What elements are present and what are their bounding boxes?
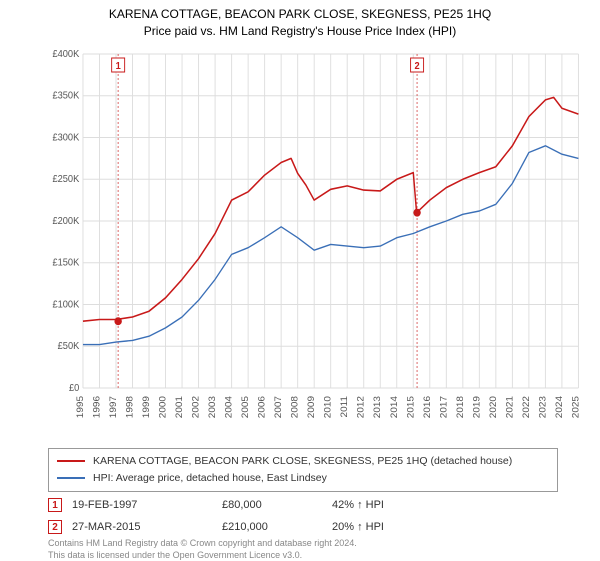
svg-text:2004: 2004 bbox=[224, 395, 235, 418]
svg-text:£50K: £50K bbox=[58, 341, 80, 352]
sale-marker-icon: 1 bbox=[48, 498, 62, 512]
svg-text:2002: 2002 bbox=[191, 396, 202, 418]
footer-line: This data is licensed under the Open Gov… bbox=[48, 550, 302, 560]
svg-text:2001: 2001 bbox=[174, 396, 185, 418]
svg-text:£300K: £300K bbox=[52, 132, 79, 143]
svg-text:2024: 2024 bbox=[554, 395, 565, 418]
legend-swatch bbox=[57, 477, 85, 479]
sale-price: £80,000 bbox=[222, 499, 322, 511]
svg-text:£250K: £250K bbox=[52, 174, 79, 185]
svg-text:2020: 2020 bbox=[488, 396, 499, 418]
sales-table: 1 19-FEB-1997 £80,000 42% ↑ HPI 2 27-MAR… bbox=[48, 494, 558, 538]
svg-text:1999: 1999 bbox=[141, 396, 152, 418]
svg-text:2009: 2009 bbox=[306, 396, 317, 418]
chart-title: KARENA COTTAGE, BEACON PARK CLOSE, SKEGN… bbox=[0, 0, 600, 23]
svg-text:2025: 2025 bbox=[571, 396, 582, 418]
footer-line: Contains HM Land Registry data © Crown c… bbox=[48, 538, 357, 548]
svg-text:2022: 2022 bbox=[521, 396, 532, 418]
svg-text:1997: 1997 bbox=[108, 396, 119, 418]
svg-text:2007: 2007 bbox=[273, 396, 284, 418]
svg-text:1998: 1998 bbox=[125, 396, 136, 418]
footer-attribution: Contains HM Land Registry data © Crown c… bbox=[48, 538, 558, 561]
svg-text:1996: 1996 bbox=[92, 396, 103, 418]
chart-svg: £0 £50K £100K £150K £200K £250K £300K £350K £400… bbox=[44, 48, 584, 422]
svg-text:1995: 1995 bbox=[75, 396, 86, 418]
legend-box: KARENA COTTAGE, BEACON PARK CLOSE, SKEGN… bbox=[48, 448, 558, 492]
chart-subtitle: Price paid vs. HM Land Registry's House … bbox=[0, 23, 600, 40]
svg-text:2016: 2016 bbox=[422, 396, 433, 418]
sale-relative-hpi: 42% ↑ HPI bbox=[332, 499, 452, 511]
svg-text:£100K: £100K bbox=[52, 299, 79, 310]
svg-text:2006: 2006 bbox=[257, 396, 268, 418]
svg-text:2010: 2010 bbox=[323, 396, 334, 418]
svg-text:£0: £0 bbox=[69, 383, 79, 394]
svg-text:2008: 2008 bbox=[290, 396, 301, 418]
svg-text:2: 2 bbox=[414, 61, 419, 72]
svg-text:2011: 2011 bbox=[340, 396, 351, 417]
svg-text:2023: 2023 bbox=[538, 396, 549, 418]
svg-text:£400K: £400K bbox=[52, 49, 79, 60]
svg-text:2014: 2014 bbox=[389, 395, 400, 418]
sale-marker-icon: 2 bbox=[48, 520, 62, 534]
svg-text:£200K: £200K bbox=[52, 216, 79, 227]
svg-text:2017: 2017 bbox=[439, 396, 450, 418]
svg-text:1: 1 bbox=[116, 61, 122, 72]
sales-row: 2 27-MAR-2015 £210,000 20% ↑ HPI bbox=[48, 516, 558, 538]
chart-area: £0 £50K £100K £150K £200K £250K £300K £350K £400… bbox=[44, 48, 584, 422]
svg-text:2000: 2000 bbox=[158, 396, 169, 418]
sales-row: 1 19-FEB-1997 £80,000 42% ↑ HPI bbox=[48, 494, 558, 516]
legend-label: KARENA COTTAGE, BEACON PARK CLOSE, SKEGN… bbox=[93, 453, 512, 470]
svg-text:2021: 2021 bbox=[505, 396, 516, 418]
svg-text:2019: 2019 bbox=[472, 396, 483, 418]
svg-text:2013: 2013 bbox=[373, 396, 384, 418]
sale-date: 27-MAR-2015 bbox=[72, 521, 212, 533]
svg-text:2015: 2015 bbox=[406, 396, 417, 418]
chart-container: KARENA COTTAGE, BEACON PARK CLOSE, SKEGN… bbox=[0, 0, 600, 560]
legend-label: HPI: Average price, detached house, East… bbox=[93, 470, 327, 487]
legend-row: KARENA COTTAGE, BEACON PARK CLOSE, SKEGN… bbox=[57, 453, 549, 470]
svg-text:£150K: £150K bbox=[52, 257, 79, 268]
sale-date: 19-FEB-1997 bbox=[72, 499, 212, 511]
sale-relative-hpi: 20% ↑ HPI bbox=[332, 521, 452, 533]
svg-text:£350K: £350K bbox=[52, 90, 79, 101]
svg-text:2003: 2003 bbox=[207, 396, 218, 418]
legend-swatch bbox=[57, 460, 85, 462]
svg-text:2018: 2018 bbox=[455, 396, 466, 418]
sale-price: £210,000 bbox=[222, 521, 322, 533]
svg-text:2005: 2005 bbox=[240, 396, 251, 418]
legend-row: HPI: Average price, detached house, East… bbox=[57, 470, 549, 487]
svg-text:2012: 2012 bbox=[356, 396, 367, 418]
